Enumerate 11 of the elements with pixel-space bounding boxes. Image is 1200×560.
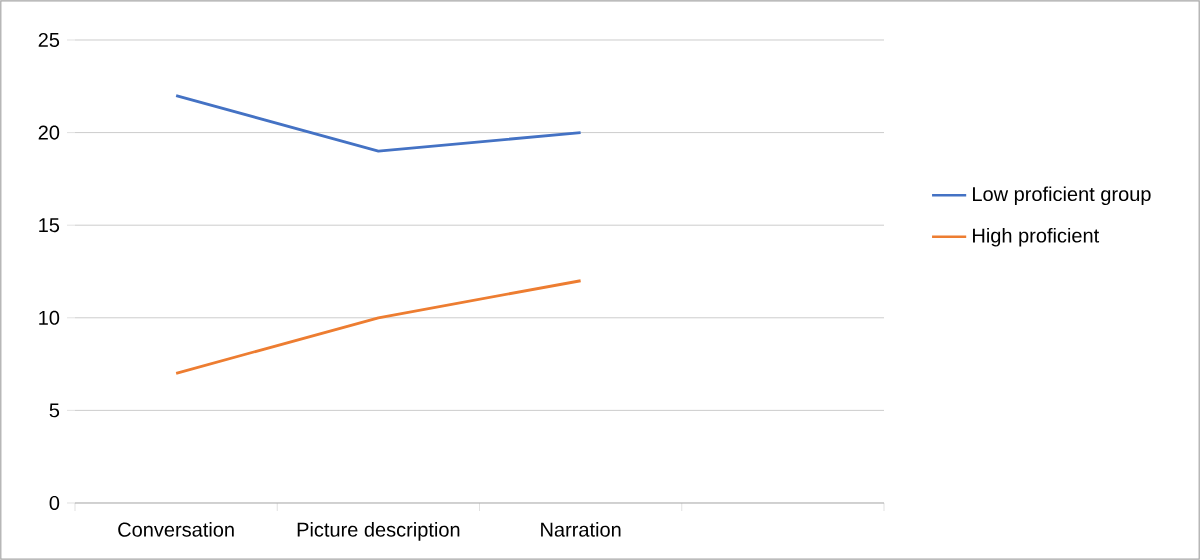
x-tick-label: Conversation — [118, 522, 234, 537]
y-tick-label: 20 — [38, 125, 60, 140]
legend-label: Low proficient group — [973, 186, 1151, 206]
x-tick-label: Narration — [541, 522, 621, 537]
y-tick-label: 10 — [39, 310, 60, 325]
y-tick-label: 15 — [39, 218, 60, 233]
x-tick-label: Picture description — [297, 522, 460, 541]
y-tick-label: 0 — [49, 495, 60, 511]
y-tick-label: 5 — [49, 403, 60, 418]
y-tick-label: 25 — [38, 32, 60, 48]
legend-label: High proficient — [973, 227, 1100, 247]
